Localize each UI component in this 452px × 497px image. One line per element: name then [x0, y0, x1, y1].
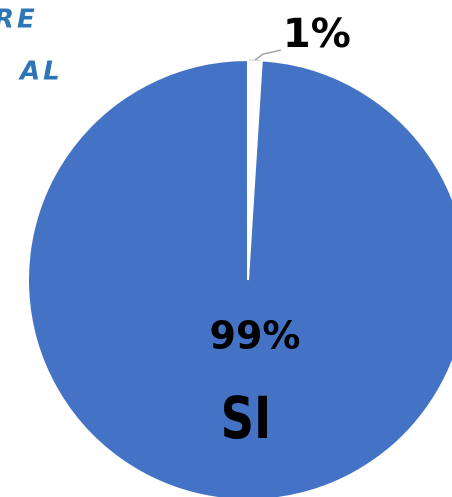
data-label: 99%: [210, 314, 301, 358]
leader-line: [254, 49, 282, 61]
annotation: AL: [18, 57, 63, 87]
category-label: SI: [221, 385, 272, 452]
pie-slice: [27, 58, 452, 497]
data-label: 1%: [283, 11, 351, 57]
annotation: RE: [0, 5, 38, 35]
